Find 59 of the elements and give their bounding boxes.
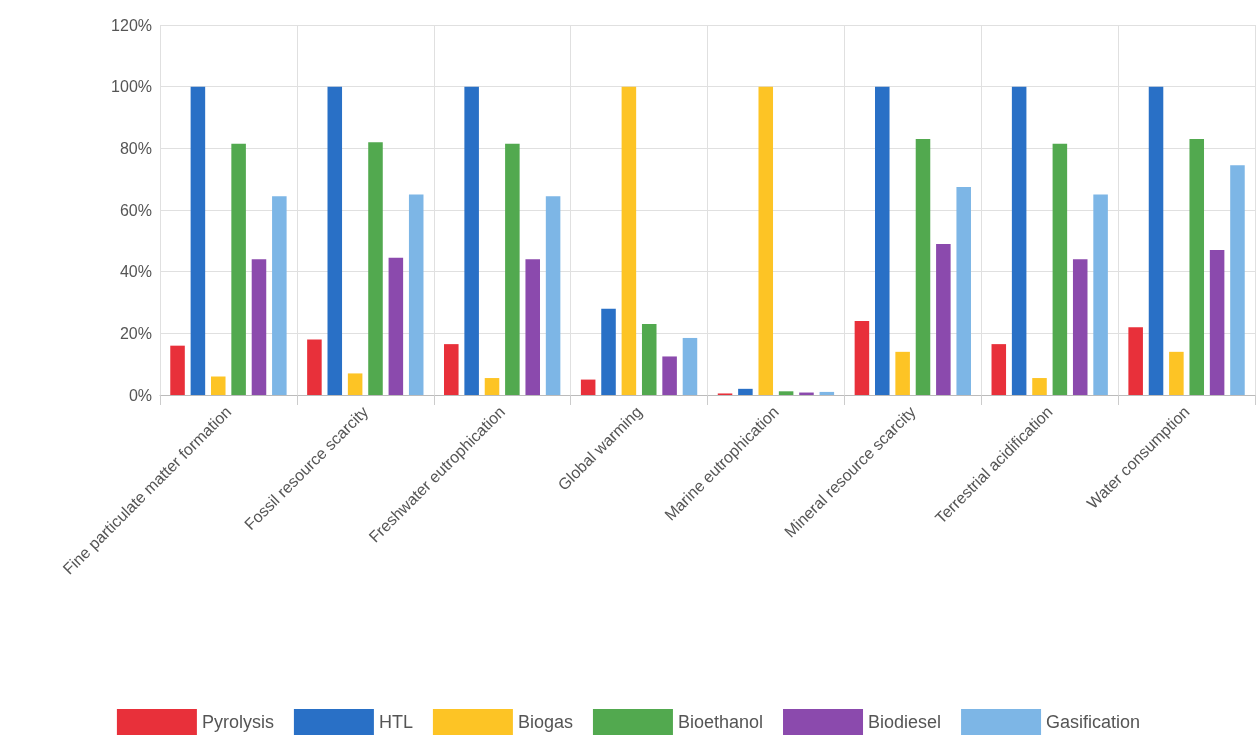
- y-tick-label: 80%: [119, 139, 152, 157]
- bar: [1189, 139, 1205, 395]
- bar: [272, 196, 287, 395]
- legend-label: HTL: [378, 712, 413, 732]
- bar: [484, 378, 500, 395]
- bar: [190, 86, 206, 395]
- bar: [1128, 327, 1143, 395]
- bar: [1072, 259, 1088, 395]
- legend-label: Biogas: [517, 712, 573, 732]
- bar: [1052, 143, 1068, 395]
- bar: [545, 196, 561, 395]
- bar: [895, 351, 910, 395]
- bar: [464, 86, 479, 395]
- legend-label: Biodiesel: [868, 712, 942, 732]
- bar: [444, 344, 459, 395]
- bar: [1011, 86, 1027, 395]
- bar: [778, 391, 794, 395]
- y-tick-label: 60%: [119, 201, 152, 219]
- bar: [231, 143, 246, 395]
- bar: [682, 337, 698, 395]
- bar: [251, 259, 267, 395]
- bar: [580, 379, 596, 395]
- bar: [758, 86, 774, 395]
- bar: [936, 243, 951, 395]
- bar: [408, 194, 424, 395]
- legend-label: Pyrolysis: [201, 712, 274, 732]
- bar: [915, 139, 931, 395]
- bar: [505, 143, 520, 395]
- bar: [1093, 194, 1108, 395]
- legend-label: Gasification: [1046, 712, 1141, 732]
- bar: [1230, 165, 1245, 395]
- bar: [641, 324, 657, 395]
- bar: [210, 376, 226, 395]
- bar: [1148, 86, 1164, 395]
- bar: [819, 391, 835, 395]
- bar: [347, 373, 363, 395]
- bar: [956, 186, 971, 395]
- bar: [327, 86, 343, 395]
- bar: [525, 259, 540, 395]
- bar: [601, 308, 616, 395]
- bar: [662, 356, 677, 395]
- bar: [368, 142, 383, 395]
- bar: [170, 345, 185, 395]
- y-tick-label: 0%: [128, 386, 152, 404]
- bar: [388, 257, 404, 395]
- bar: [1209, 250, 1225, 395]
- bar: [307, 339, 322, 395]
- y-tick-label: 20%: [119, 324, 152, 342]
- bar: [1169, 351, 1184, 395]
- y-tick-label: 40%: [119, 263, 152, 281]
- legend-label: Bioethanol: [677, 712, 764, 732]
- bar: [1032, 378, 1047, 395]
- y-tick-label: 120%: [111, 16, 152, 34]
- bar: [738, 388, 753, 395]
- bar: [854, 321, 870, 395]
- bar: [621, 86, 637, 395]
- bar: [875, 86, 890, 395]
- y-tick-label: 100%: [111, 78, 152, 96]
- bar: [991, 344, 1007, 395]
